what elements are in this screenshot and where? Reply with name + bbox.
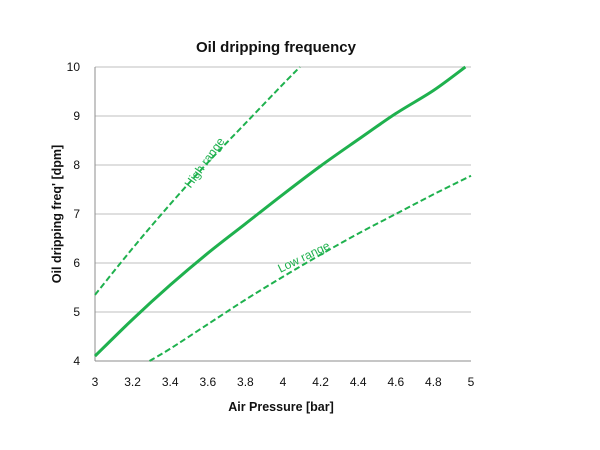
y-axis-label: Oil dripping freq' [dpm]	[50, 145, 64, 283]
x-tick-label: 5	[468, 375, 475, 389]
x-tick-label: 4	[280, 375, 287, 389]
x-tick-label: 3.4	[162, 375, 179, 389]
y-tick-label: 9	[73, 109, 80, 123]
grid-layer	[95, 66, 471, 313]
y-tick-label: 7	[73, 207, 80, 221]
x-tick-label: 4.2	[312, 375, 329, 389]
x-tick-label: 3	[92, 375, 99, 389]
annotation-label: High range	[182, 135, 228, 191]
x-axis-label: Air Pressure [bar]	[228, 400, 334, 414]
x-tick-label: 4.6	[387, 375, 404, 389]
y-tick-label: 10	[67, 60, 81, 74]
tick-label-layer: 4 5 6 7 8 9 10 3 3.2 3.4 3.6 3.8 4 4.2 4.4 4.6 4.8 5	[67, 60, 475, 389]
series-line-1	[94, 66, 301, 296]
x-tick-label: 4.8	[425, 375, 442, 389]
y-tick-label: 4	[73, 354, 80, 368]
series-line-3	[149, 174, 472, 362]
y-tick-label: 5	[73, 305, 80, 319]
y-tick-label: 8	[73, 158, 80, 172]
chart-title: Oil dripping frequency	[196, 39, 357, 56]
annotation-label: Low range	[276, 238, 333, 275]
series-layer	[93, 65, 472, 362]
axes-layer	[94, 67, 471, 362]
x-tick-label: 4.4	[350, 375, 367, 389]
x-tick-label: 3.6	[199, 375, 216, 389]
x-tick-label: 3.2	[124, 375, 141, 389]
y-tick-label: 6	[73, 256, 80, 270]
x-tick-label: 3.8	[237, 375, 254, 389]
series-line-2	[93, 65, 467, 358]
